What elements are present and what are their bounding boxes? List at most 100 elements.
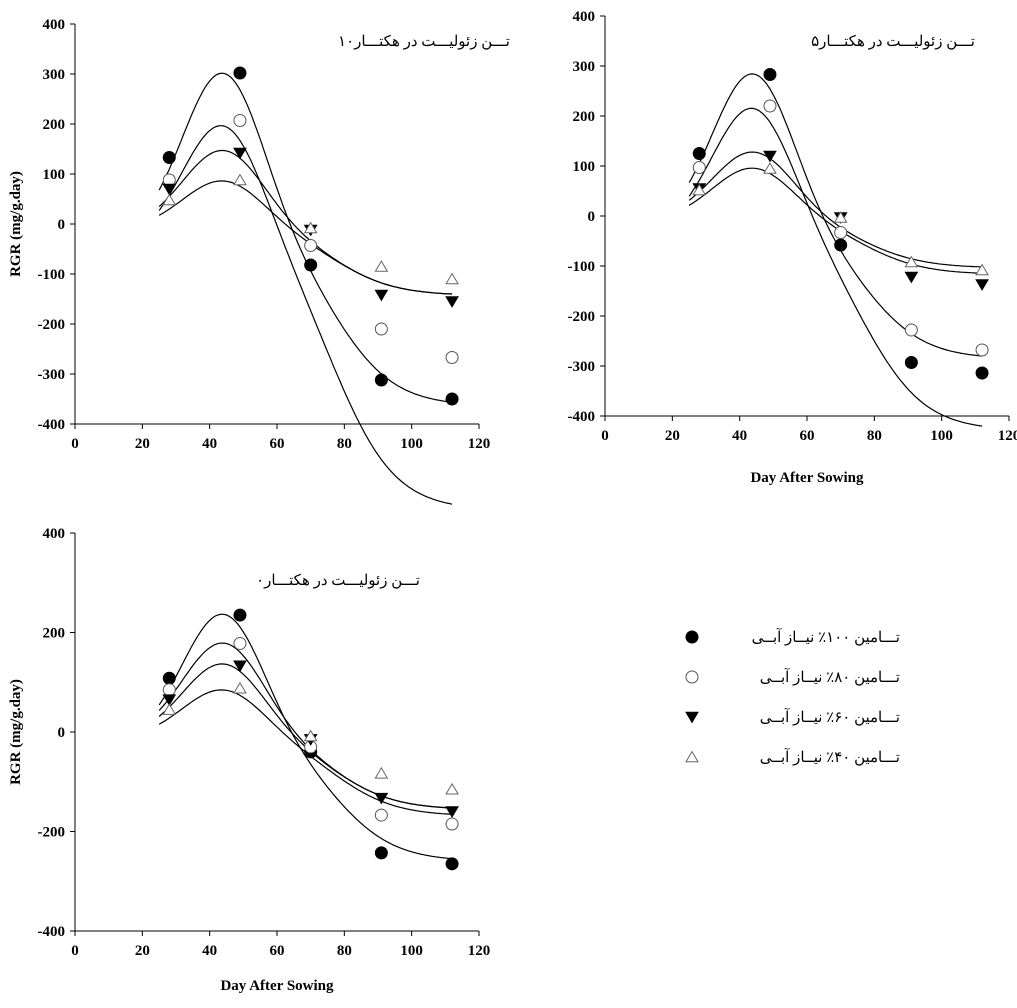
data-point — [446, 352, 458, 364]
legend-label: تـــامین ۱۰۰٪ نیــاز آبــی — [752, 628, 900, 646]
data-point — [375, 847, 387, 859]
x-tick-label: 80 — [337, 436, 352, 452]
legend-marker-symbol — [686, 631, 698, 643]
data-point — [446, 274, 458, 284]
y-tick-label: 400 — [573, 9, 596, 25]
data-point — [764, 163, 776, 173]
data-point — [375, 793, 387, 803]
data-point — [764, 69, 776, 81]
legend-label: تـــامین ۸۰٪ نیــاز آبــی — [760, 668, 900, 686]
x-tick-label: 120 — [468, 436, 491, 452]
x-tick-label: 100 — [930, 428, 953, 444]
data-point — [234, 683, 246, 693]
data-point — [375, 261, 387, 271]
x-tick-label: 80 — [337, 943, 352, 959]
data-point — [375, 768, 387, 778]
data-point — [234, 175, 246, 185]
fit-curve — [689, 108, 982, 426]
data-point — [234, 115, 246, 127]
data-point — [375, 809, 387, 821]
data-point — [446, 818, 458, 830]
y-tick-label: -100 — [38, 267, 66, 283]
x-tick-label: 60 — [270, 436, 285, 452]
legend-marker-symbol — [686, 671, 698, 683]
data-point — [764, 100, 776, 112]
y-tick-label: -300 — [38, 367, 66, 383]
chart-title: ۰تـــن زئولیـــت در هکتـــار — [256, 573, 420, 589]
y-tick-label: 200 — [43, 626, 66, 642]
data-point — [835, 227, 847, 239]
y-tick-label: 200 — [43, 117, 66, 133]
y-tick-label: -400 — [38, 417, 66, 433]
legend-marker — [686, 712, 698, 722]
data-point — [163, 672, 175, 684]
x-axis-label: Day After Sowing — [750, 470, 864, 486]
fit-curve — [159, 73, 452, 402]
data-point — [976, 265, 988, 275]
x-tick-label: 0 — [601, 428, 609, 444]
legend: تـــامین ۱۰۰٪ نیــاز آبــی تـــامین ۸۰٪ … — [686, 628, 900, 766]
data-point — [163, 195, 175, 205]
fit-curve — [159, 151, 452, 295]
legend-item: تـــامین ۸۰٪ نیــاز آبــی — [686, 668, 900, 686]
data-point — [446, 297, 458, 307]
data-point — [976, 367, 988, 379]
data-point — [446, 807, 458, 817]
data-point — [835, 239, 847, 251]
chart-title: ۱۰تـــن زئولیـــت در هکتـــار — [338, 34, 510, 50]
x-tick-label: 0 — [71, 436, 79, 452]
legend-marker — [686, 631, 698, 643]
data-point — [375, 290, 387, 300]
data-point — [693, 162, 705, 174]
data-point — [305, 240, 317, 252]
y-tick-label: 0 — [58, 725, 66, 741]
data-point — [976, 344, 988, 356]
data-point — [375, 374, 387, 386]
legend-marker — [686, 752, 698, 762]
data-point — [905, 324, 917, 336]
data-point — [163, 684, 175, 696]
legend-marker — [686, 671, 698, 683]
data-point — [446, 784, 458, 794]
data-point — [234, 148, 246, 158]
x-tick-label: 80 — [867, 428, 882, 444]
x-tick-label: 40 — [202, 436, 217, 452]
y-tick-label: 100 — [43, 167, 66, 183]
data-point — [163, 184, 175, 194]
data-point — [976, 280, 988, 290]
y-tick-label: 200 — [573, 109, 596, 125]
x-tick-label: 60 — [800, 428, 815, 444]
y-tick-label: 400 — [43, 17, 66, 33]
y-tick-label: 300 — [573, 59, 596, 75]
x-tick-label: 120 — [468, 943, 491, 959]
data-point — [446, 393, 458, 405]
x-tick-label: 40 — [732, 428, 747, 444]
x-tick-label: 20 — [135, 436, 150, 452]
y-axis-label: RGR (mg/g.day) — [8, 171, 24, 277]
legend-label: تـــامین ۶۰٪ نیــاز آبــی — [760, 708, 900, 726]
x-axis-label: Day After Sowing — [220, 978, 334, 994]
legend-item: تـــامین ۴۰٪ نیــاز آبــی — [686, 748, 900, 766]
legend-item: تـــامین ۱۰۰٪ نیــاز آبــی — [686, 628, 900, 646]
y-axis-label: RGR (mg/g.day) — [8, 679, 24, 785]
data-point — [234, 609, 246, 621]
x-tick-label: 60 — [270, 943, 285, 959]
data-point — [163, 704, 175, 714]
fit-curve — [159, 643, 452, 808]
data-point — [234, 67, 246, 79]
y-tick-label: -200 — [38, 825, 66, 841]
x-tick-label: 120 — [998, 428, 1017, 444]
data-point — [446, 858, 458, 870]
data-point — [905, 357, 917, 369]
x-tick-label: 100 — [400, 436, 423, 452]
chart-title: ۵تـــن زئولیـــت در هکتـــار — [811, 34, 975, 50]
y-tick-label: -400 — [38, 924, 66, 940]
x-tick-label: 20 — [665, 428, 680, 444]
y-tick-label: -300 — [568, 359, 596, 375]
y-tick-label: 0 — [588, 209, 596, 225]
x-tick-label: 40 — [202, 943, 217, 959]
legend-marker-symbol — [686, 712, 698, 722]
